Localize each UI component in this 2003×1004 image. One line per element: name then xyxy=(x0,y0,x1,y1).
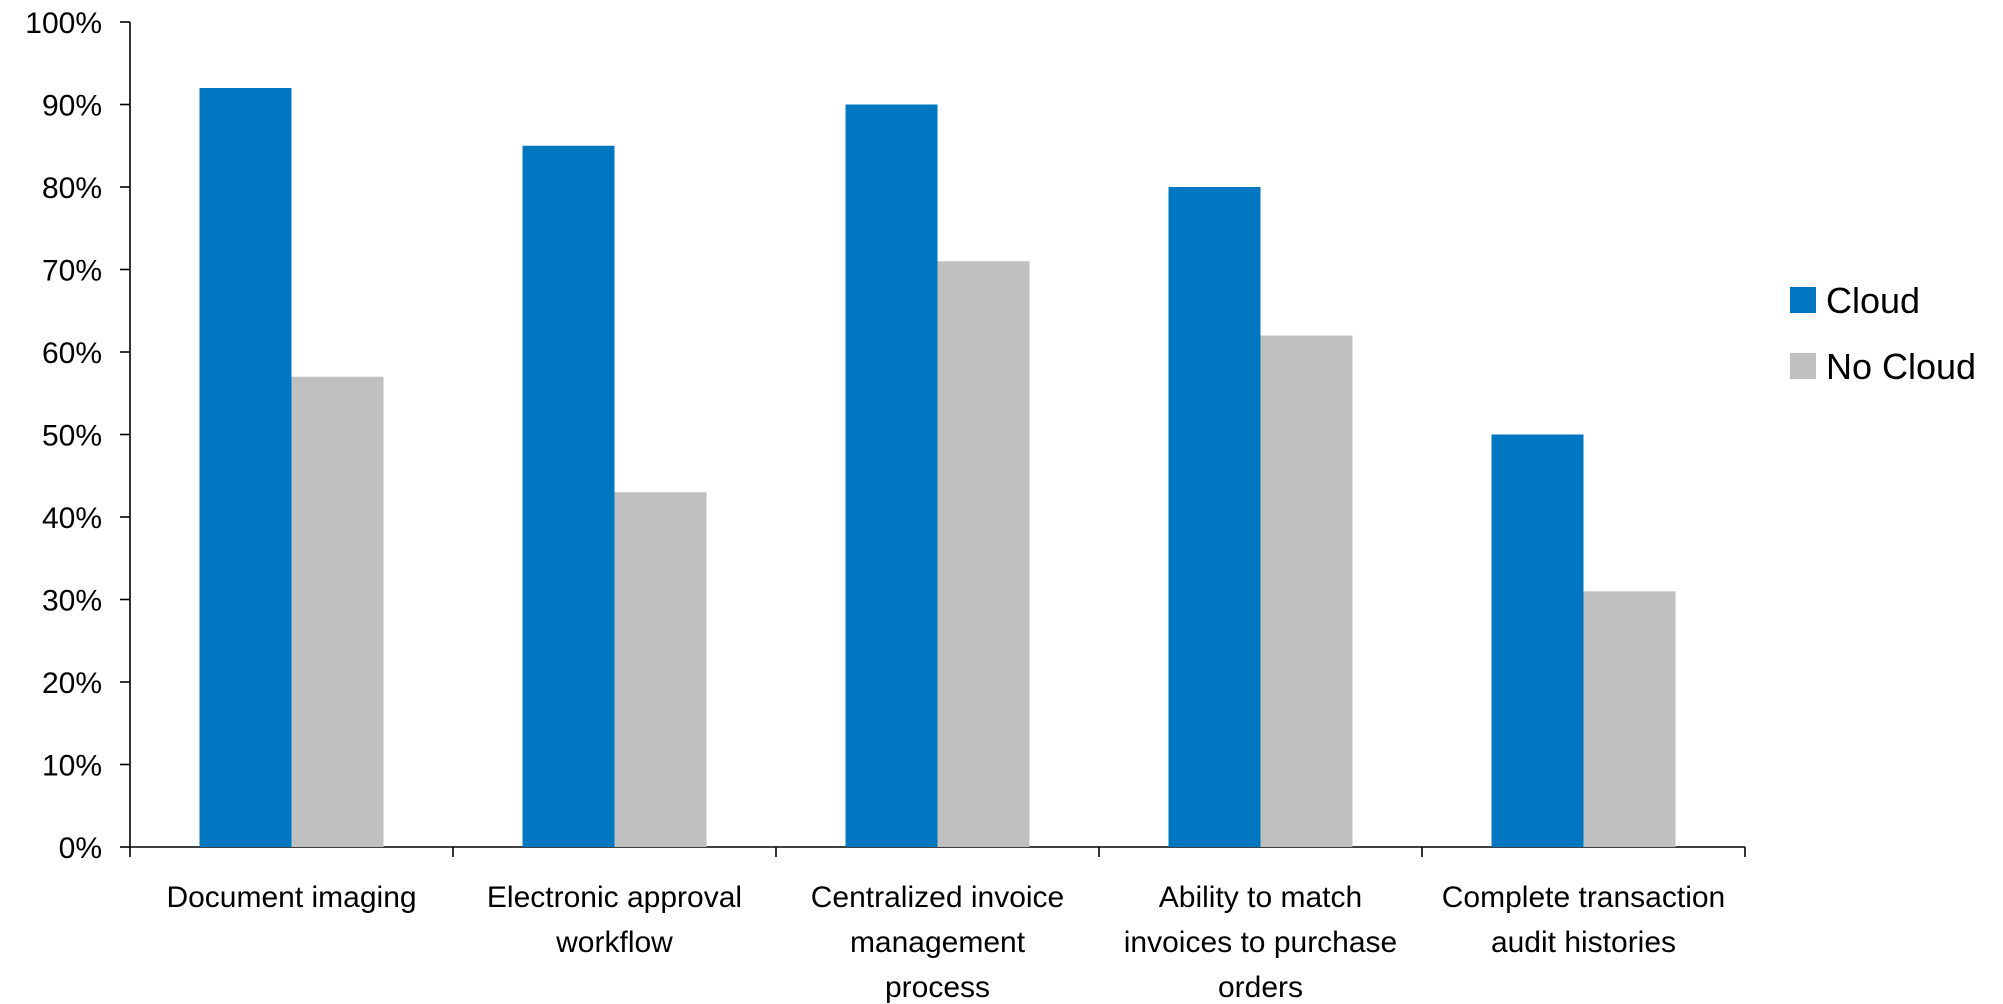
y-tick-label: 50% xyxy=(42,420,102,453)
legend-swatch xyxy=(1790,287,1816,313)
bar-no-cloud xyxy=(1583,591,1676,847)
x-category-label: Ability to match xyxy=(1159,881,1362,914)
bar-no-cloud xyxy=(937,261,1030,847)
y-tick-label: 40% xyxy=(42,502,102,535)
y-tick-label: 30% xyxy=(42,585,102,618)
x-category-label: Document imaging xyxy=(166,881,416,914)
y-tick-label: 10% xyxy=(42,750,102,783)
legend-label: Cloud xyxy=(1826,280,1920,321)
legend-label: No Cloud xyxy=(1826,346,1976,387)
x-category-label: workflow xyxy=(555,926,673,959)
x-axis: Document imaging Electronic approval workf… xyxy=(129,846,1746,1004)
y-tick-label: 60% xyxy=(42,337,102,370)
y-tick-label: 80% xyxy=(42,172,102,205)
bar-cloud xyxy=(845,104,938,847)
legend: Cloud No Cloud xyxy=(1790,280,1976,387)
bars xyxy=(199,88,1676,847)
bar-no-cloud xyxy=(1260,335,1353,847)
y-tick-label: 20% xyxy=(42,667,102,700)
bar-no-cloud xyxy=(291,376,384,847)
y-axis: 0% 10% 20% 30% 40% 50% 60% 70% 80% 90% 100% xyxy=(25,7,131,865)
bar-no-cloud xyxy=(614,492,707,847)
x-category-label: invoices to purchase xyxy=(1124,926,1398,959)
bar-cloud xyxy=(1491,434,1584,847)
bar-cloud xyxy=(522,145,615,847)
y-tick-label: 100% xyxy=(25,7,102,40)
y-tick-label: 70% xyxy=(42,255,102,288)
bar-cloud xyxy=(1168,187,1261,847)
x-category-label: Centralized invoice xyxy=(811,881,1064,914)
x-category-label: audit histories xyxy=(1491,926,1676,959)
x-category-label: management xyxy=(850,926,1026,959)
x-category-label: process xyxy=(885,971,990,1004)
x-category-label: Electronic approval xyxy=(487,881,742,914)
y-tick-label: 0% xyxy=(59,832,102,865)
legend-swatch xyxy=(1790,353,1816,379)
x-category-label: Complete transaction xyxy=(1442,881,1725,914)
y-tick-label: 90% xyxy=(42,90,102,123)
bar-cloud xyxy=(199,88,292,847)
x-category-label: orders xyxy=(1218,971,1303,1004)
